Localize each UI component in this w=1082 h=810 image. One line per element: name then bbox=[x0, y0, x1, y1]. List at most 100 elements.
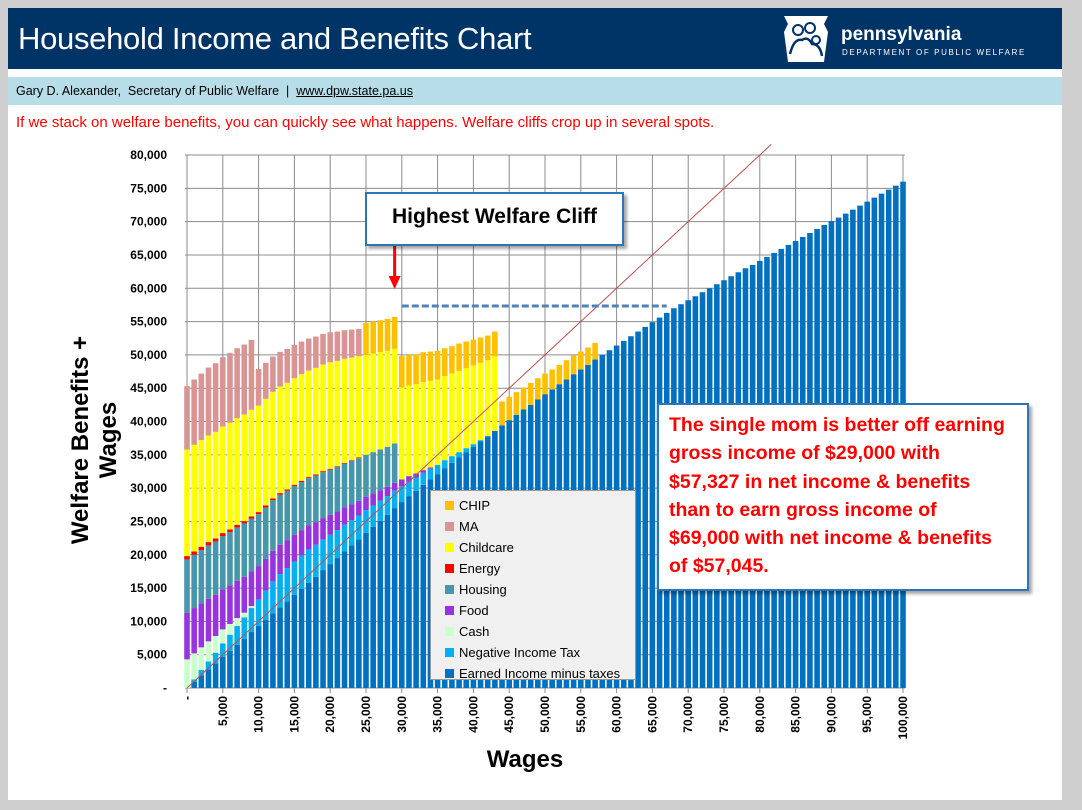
x-tick-label: 40,000 bbox=[466, 696, 480, 733]
bar-segment-childcare bbox=[262, 398, 269, 506]
x-tick-label: 80,000 bbox=[753, 696, 767, 733]
bar-segment-negative-income-tax bbox=[334, 530, 341, 559]
legend-item: Earned Income minus taxes bbox=[445, 663, 635, 684]
bar-segment-food bbox=[363, 496, 369, 511]
bar-segment-energy bbox=[248, 516, 255, 519]
legend-item: Energy bbox=[445, 558, 635, 579]
bar-segment-negative-income-tax bbox=[434, 464, 441, 475]
bar-segment-food bbox=[391, 482, 398, 491]
x-tick-label: 5,000 bbox=[216, 696, 230, 726]
bar-segment-chip bbox=[406, 354, 412, 386]
bar-segment-negative-income-tax bbox=[441, 460, 448, 469]
bar-segment-childcare bbox=[456, 370, 462, 453]
bar-segment-food bbox=[198, 603, 205, 648]
x-tick-label: - bbox=[180, 696, 194, 700]
bar-segment-housing bbox=[227, 532, 233, 586]
legend-label: Childcare bbox=[459, 540, 514, 555]
bar-segment-negative-income-tax bbox=[384, 496, 391, 515]
bar-segment-childcare bbox=[270, 391, 276, 499]
bar-segment-earned-income-minus-taxes bbox=[270, 613, 276, 688]
bar-segment-childcare bbox=[441, 376, 448, 461]
bar-segment-earned-income-minus-taxes bbox=[291, 594, 298, 688]
bar-segment-housing bbox=[270, 500, 276, 551]
bar-segment-negative-income-tax bbox=[262, 590, 269, 621]
bar-segment-negative-income-tax bbox=[227, 634, 233, 651]
bar-segment-childcare bbox=[492, 356, 498, 431]
bar-segment-food bbox=[399, 479, 405, 487]
bar-segment-childcare bbox=[477, 362, 484, 441]
bar-segment-energy bbox=[262, 505, 269, 508]
bar-segment-earned-income-minus-taxes bbox=[377, 520, 384, 688]
bar-segment-energy bbox=[277, 493, 283, 495]
bar-segment-housing bbox=[255, 514, 262, 567]
x-tick-label: 30,000 bbox=[395, 696, 409, 733]
bar-segment-negative-income-tax bbox=[220, 643, 226, 657]
bar-segment-childcare bbox=[327, 362, 333, 469]
bar-segment-chip bbox=[377, 320, 384, 353]
bar-segment-energy bbox=[227, 529, 233, 533]
bar-segment-food bbox=[277, 544, 283, 575]
website-link[interactable]: www.dpw.state.pa.us bbox=[296, 84, 413, 98]
bar-segment-childcare bbox=[377, 352, 384, 450]
bar-segment-chip bbox=[513, 392, 520, 415]
bar-segment-childcare bbox=[248, 409, 255, 517]
bar-segment-negative-income-tax bbox=[284, 568, 291, 602]
bar-segment-housing bbox=[277, 494, 283, 545]
x-tick-label: 95,000 bbox=[860, 696, 874, 733]
bar-segment-ma bbox=[327, 332, 333, 363]
bar-segment-childcare bbox=[348, 357, 355, 461]
bar-segment-earned-income-minus-taxes bbox=[241, 638, 248, 688]
reference-line bbox=[186, 143, 772, 689]
bar-segment-energy bbox=[191, 551, 197, 555]
author-text: Gary D. Alexander, Secretary of Public W… bbox=[16, 84, 297, 98]
bar-segment-energy bbox=[334, 466, 341, 467]
bar-segment-ma bbox=[262, 362, 269, 399]
x-tick-label: 25,000 bbox=[359, 696, 373, 733]
author-bar: Gary D. Alexander, Secretary of Public W… bbox=[8, 77, 1062, 105]
bar-segment-earned-income-minus-taxes bbox=[313, 576, 319, 688]
bar-segment-ma bbox=[255, 368, 262, 406]
bar-segment-housing bbox=[391, 443, 398, 483]
bar-segment-housing bbox=[370, 452, 376, 494]
legend-item: MA bbox=[445, 516, 635, 537]
bar-segment-food bbox=[356, 500, 362, 516]
bar-segment-housing bbox=[327, 469, 333, 515]
y-tick-label: 25,000 bbox=[130, 514, 167, 528]
bar-segment-ma bbox=[220, 357, 226, 427]
bar-segment-chip bbox=[399, 356, 405, 388]
legend-label: Earned Income minus taxes bbox=[459, 666, 621, 681]
bar-segment-childcare bbox=[334, 360, 341, 467]
bar-segment-negative-income-tax bbox=[270, 581, 276, 614]
bar-segment-childcare bbox=[399, 387, 405, 480]
bar-segment-chip bbox=[527, 382, 534, 405]
bar-segment-childcare bbox=[391, 348, 398, 444]
bar-segment-chip bbox=[370, 321, 376, 354]
bar-segment-chip bbox=[492, 331, 498, 357]
bar-segment-negative-income-tax bbox=[470, 444, 477, 447]
y-tick-label: 15,000 bbox=[130, 581, 167, 595]
bar-segment-housing bbox=[291, 486, 298, 535]
bar-segment-negative-income-tax bbox=[370, 505, 376, 527]
bar-segment-earned-income-minus-taxes bbox=[255, 626, 262, 688]
legend-swatch bbox=[445, 543, 454, 552]
x-axis-title: Wages bbox=[486, 746, 564, 773]
x-tick-label: 10,000 bbox=[252, 696, 266, 733]
y-tick-label: 40,000 bbox=[130, 415, 167, 429]
bar-segment-chip bbox=[477, 337, 484, 363]
legend-label: MA bbox=[459, 519, 479, 534]
bar-segment-earned-income-minus-taxes bbox=[406, 496, 412, 688]
bar-segment-food bbox=[305, 525, 312, 550]
bar-segment-energy bbox=[220, 533, 226, 537]
bar-segment-housing bbox=[248, 518, 255, 572]
x-tick-label: 50,000 bbox=[538, 696, 552, 733]
bar-segment-childcare bbox=[449, 373, 455, 457]
bar-segment-energy bbox=[348, 460, 355, 461]
bar-segment-food bbox=[370, 493, 376, 506]
bar-segment-ma bbox=[298, 341, 305, 375]
y-tick-label: 80,000 bbox=[130, 148, 167, 162]
bar-segment-chip bbox=[441, 348, 448, 377]
y-tick-label: 20,000 bbox=[130, 548, 167, 562]
bar-segment-earned-income-minus-taxes bbox=[198, 675, 205, 688]
bar-segment-food bbox=[320, 518, 326, 540]
header-banner: Household Income and Benefits Chart penn… bbox=[8, 8, 1062, 69]
